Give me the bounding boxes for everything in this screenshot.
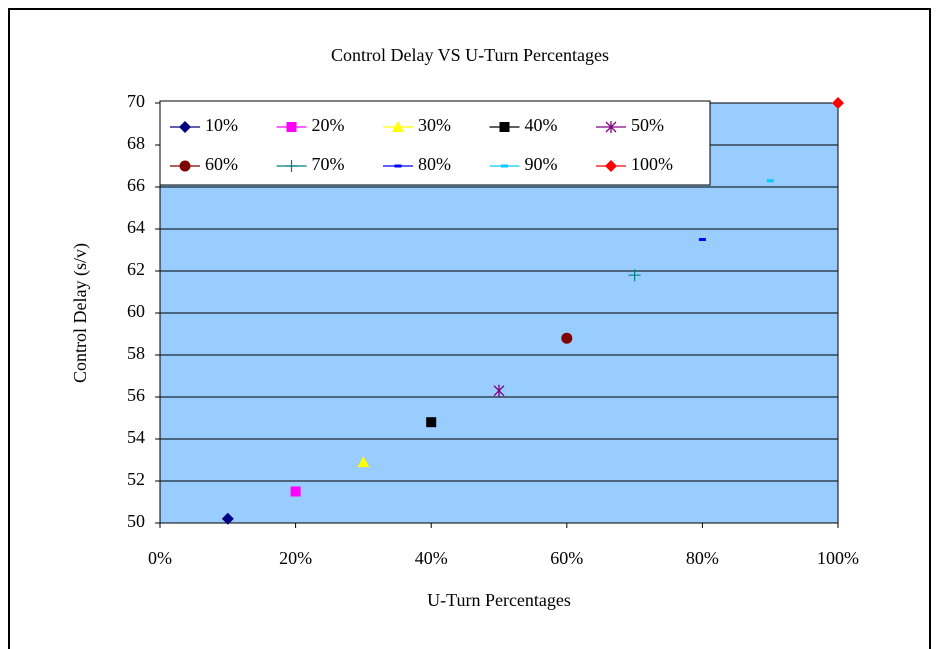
y-axis-label: Control Delay (s/v) bbox=[70, 243, 91, 383]
y-tick-label: 64 bbox=[127, 217, 145, 237]
marker bbox=[221, 512, 234, 525]
y-tick-label: 50 bbox=[127, 511, 145, 531]
legend-marker bbox=[501, 164, 508, 168]
marker bbox=[290, 486, 301, 497]
legend-label: 70% bbox=[312, 154, 345, 174]
legend-label: 50% bbox=[631, 115, 664, 135]
marker bbox=[766, 179, 774, 183]
legend-marker bbox=[605, 160, 617, 172]
legend-marker bbox=[179, 160, 191, 172]
legend-box bbox=[159, 100, 711, 186]
marker bbox=[493, 384, 505, 397]
y-tick-label: 68 bbox=[127, 133, 145, 153]
legend-marker bbox=[285, 160, 298, 172]
legend-label: 20% bbox=[312, 115, 345, 135]
legend-marker bbox=[286, 122, 297, 132]
x-tick-label: 80% bbox=[686, 548, 719, 568]
x-tick-label: 40% bbox=[415, 548, 448, 568]
legend-label: 90% bbox=[525, 154, 558, 174]
legend-marker bbox=[499, 122, 510, 132]
legend-marker bbox=[179, 121, 191, 133]
legend-label: 100% bbox=[631, 154, 673, 174]
legend-marker bbox=[394, 164, 402, 168]
x-tick-label: 100% bbox=[817, 548, 859, 568]
y-tick-label: 66 bbox=[127, 175, 145, 195]
marker bbox=[698, 238, 706, 241]
legend-label: 30% bbox=[418, 115, 451, 135]
y-tick-label: 56 bbox=[127, 385, 145, 405]
y-tick-label: 70 bbox=[127, 91, 145, 111]
y-tick-label: 60 bbox=[127, 301, 145, 321]
y-tick-label: 58 bbox=[127, 343, 145, 363]
chart-title: Control Delay VS U-Turn Percentages bbox=[331, 45, 609, 65]
y-tick-label: 54 bbox=[127, 427, 145, 447]
marker bbox=[426, 417, 437, 428]
marker bbox=[561, 332, 573, 344]
x-tick-label: 20% bbox=[279, 548, 312, 568]
legend-label: 10% bbox=[205, 115, 238, 135]
legend-label: 40% bbox=[525, 115, 558, 135]
legend-label: 60% bbox=[205, 154, 238, 174]
y-tick-label: 62 bbox=[127, 259, 145, 279]
x-axis-label: U-Turn Percentages bbox=[427, 590, 571, 610]
y-tick-label: 52 bbox=[127, 469, 145, 489]
marker bbox=[628, 269, 641, 282]
legend: 10% 20% 30% 40% 50% 60% 70% 80% 90% 100% bbox=[159, 100, 711, 186]
marker bbox=[357, 456, 370, 468]
x-tick-label: 0% bbox=[148, 548, 172, 568]
legend-label: 80% bbox=[418, 154, 451, 174]
legend-marker bbox=[392, 121, 404, 132]
x-tick-label: 60% bbox=[550, 548, 583, 568]
marker bbox=[832, 97, 844, 109]
legend-marker bbox=[605, 121, 617, 133]
